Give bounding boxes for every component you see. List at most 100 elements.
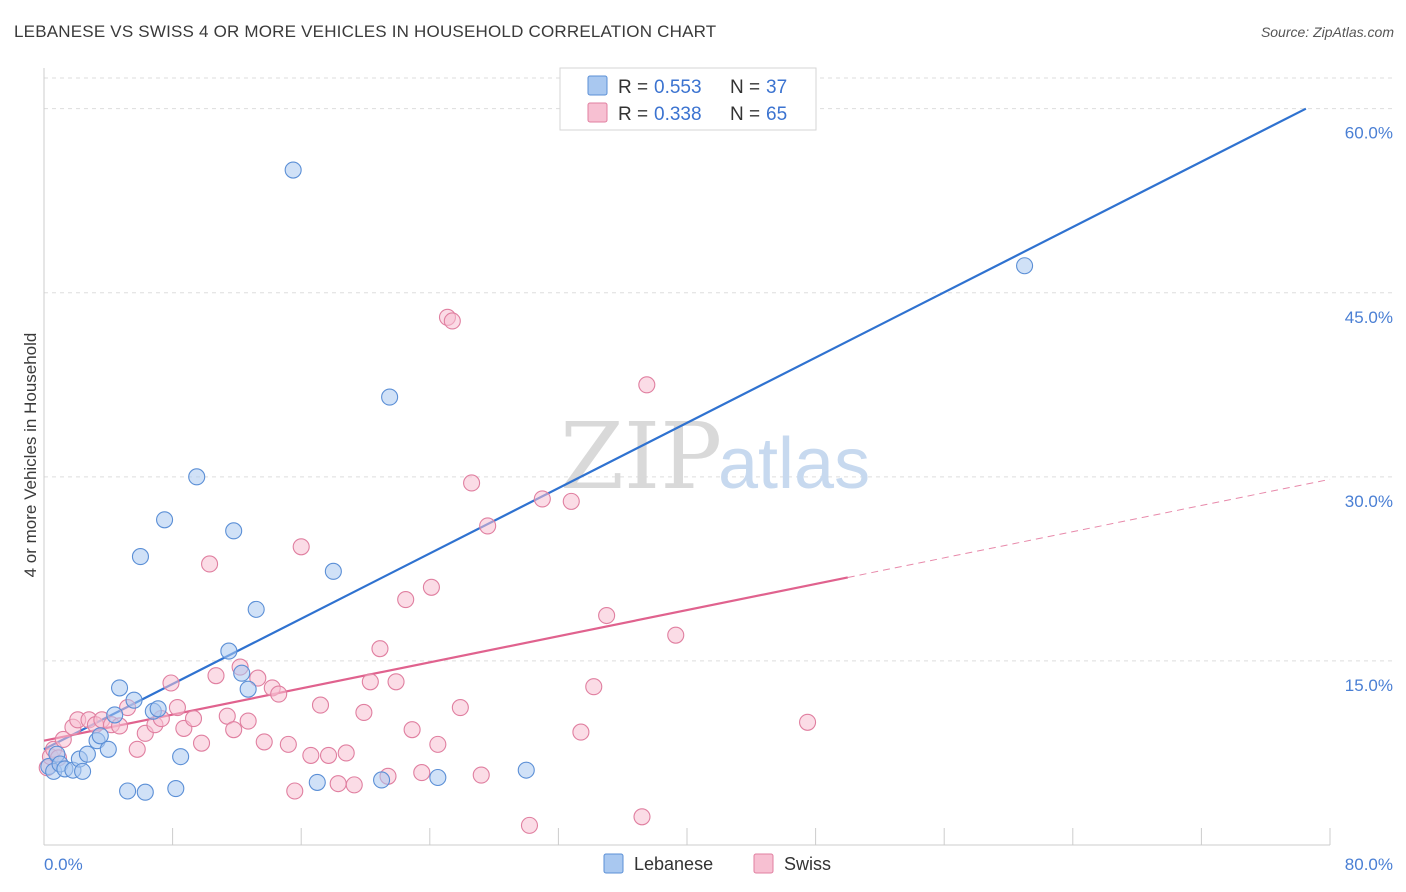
swiss-trendline-extension	[847, 478, 1331, 578]
lebanese-point	[1016, 257, 1034, 275]
swiss-point	[633, 808, 651, 826]
swiss-point	[192, 734, 211, 752]
watermark-zip: ZIP	[560, 403, 722, 510]
lebanese-point	[308, 773, 326, 791]
swiss-point	[520, 816, 539, 834]
swiss-point	[270, 685, 288, 703]
tick-labels: 15.0% 30.0% 45.0% 60.0% 0.0% 80.0%	[44, 124, 1393, 874]
bottom-legend: Lebanese Swiss	[603, 853, 831, 874]
lebanese-point	[136, 783, 154, 801]
legend-row-swiss: R = 0.338 N = 65	[587, 102, 787, 125]
y-tick-label: 30.0%	[1345, 492, 1393, 511]
lebanese-swatch-icon	[587, 75, 608, 96]
swiss-point	[249, 669, 267, 687]
lebanese-point	[91, 727, 109, 745]
swiss-point	[239, 712, 257, 730]
lebanese-point	[220, 642, 238, 660]
swiss-point	[345, 776, 363, 794]
swiss-point	[207, 667, 225, 685]
lebanese-point	[373, 771, 391, 789]
lebanese-trendline	[43, 107, 1307, 751]
legend-r-value: 0.553	[654, 77, 702, 98]
y-tick-label: 60.0%	[1345, 124, 1393, 143]
lebanese-point	[111, 679, 129, 697]
swiss-point	[371, 640, 389, 658]
swiss-point	[168, 699, 186, 717]
lebanese-point	[517, 761, 535, 779]
lebanese-point	[284, 161, 302, 179]
lebanese-point	[233, 664, 251, 682]
swiss-point	[286, 782, 304, 800]
swiss-point	[162, 674, 180, 692]
legend-n-label: N =	[730, 104, 760, 125]
swiss-point	[329, 775, 347, 793]
swiss-point	[279, 735, 297, 753]
lebanese-point	[106, 706, 124, 724]
swiss-point	[533, 490, 551, 508]
swiss-point	[201, 555, 219, 573]
lebanese-point	[156, 511, 174, 529]
bottom-legend-lebanese: Lebanese	[634, 854, 713, 874]
swiss-point	[255, 733, 273, 751]
swiss-point	[572, 723, 590, 741]
swiss-point	[562, 492, 580, 510]
legend-r-label: R =	[618, 104, 648, 125]
swiss-point	[443, 312, 461, 330]
lebanese-point	[131, 548, 149, 566]
swiss-point	[128, 740, 146, 758]
legend-r-label: R =	[618, 77, 648, 98]
swiss-point	[403, 721, 421, 739]
swiss-swatch-icon	[753, 853, 774, 874]
lebanese-swatch-icon	[603, 853, 624, 874]
lebanese-point	[324, 562, 342, 580]
lebanese-point	[239, 680, 257, 698]
axes	[43, 68, 1331, 846]
swiss-point	[337, 744, 355, 762]
lebanese-point	[167, 779, 185, 798]
swiss-point	[361, 673, 379, 691]
y-tick-label: 45.0%	[1345, 308, 1393, 327]
legend-row-lebanese: R = 0.553 N = 37	[587, 75, 787, 98]
lebanese-point	[149, 700, 167, 718]
swiss-point	[479, 517, 497, 535]
swiss-point	[585, 678, 603, 696]
swiss-point	[397, 591, 415, 609]
swiss-point	[413, 764, 431, 782]
data-points	[38, 161, 1034, 834]
swiss-point	[463, 474, 481, 492]
lebanese-point	[125, 691, 143, 709]
swiss-swatch-icon	[587, 102, 608, 123]
legend-n-label: N =	[730, 77, 760, 98]
bottom-legend-swiss: Swiss	[784, 854, 831, 874]
swiss-point	[184, 710, 203, 728]
x-tick-label-min: 0.0%	[44, 855, 83, 874]
swiss-point	[422, 578, 440, 596]
swiss-point	[429, 735, 447, 753]
lebanese-point	[188, 468, 206, 486]
x-tick-label-max: 80.0%	[1345, 855, 1393, 874]
legend-n-value: 65	[766, 104, 787, 125]
swiss-point	[292, 538, 310, 556]
swiss-point	[355, 703, 373, 722]
lebanese-point	[74, 762, 92, 780]
swiss-point	[598, 606, 616, 625]
lebanese-point	[99, 740, 117, 758]
legend-box: R = 0.553 N = 37 R = 0.338 N = 65	[559, 67, 817, 131]
swiss-point	[311, 696, 330, 714]
lebanese-point	[381, 388, 399, 406]
y-axis-title: 4 or more Vehicles in Household	[21, 333, 40, 578]
watermark-atlas: atlas	[718, 424, 870, 504]
legend-r-value: 0.338	[654, 104, 702, 125]
swiss-point	[387, 673, 405, 691]
lebanese-point	[172, 748, 190, 766]
swiss-point	[472, 766, 490, 784]
swiss-point	[638, 376, 656, 394]
swiss-point	[667, 626, 685, 644]
lebanese-point	[78, 745, 96, 763]
chart-title: LEBANESE VS SWISS 4 OR MORE VEHICLES IN …	[14, 22, 717, 41]
swiss-point	[451, 699, 469, 717]
watermark: ZIP atlas	[560, 403, 870, 510]
source-credit: Source: ZipAtlas.com	[1260, 24, 1394, 40]
swiss-point	[799, 713, 817, 731]
